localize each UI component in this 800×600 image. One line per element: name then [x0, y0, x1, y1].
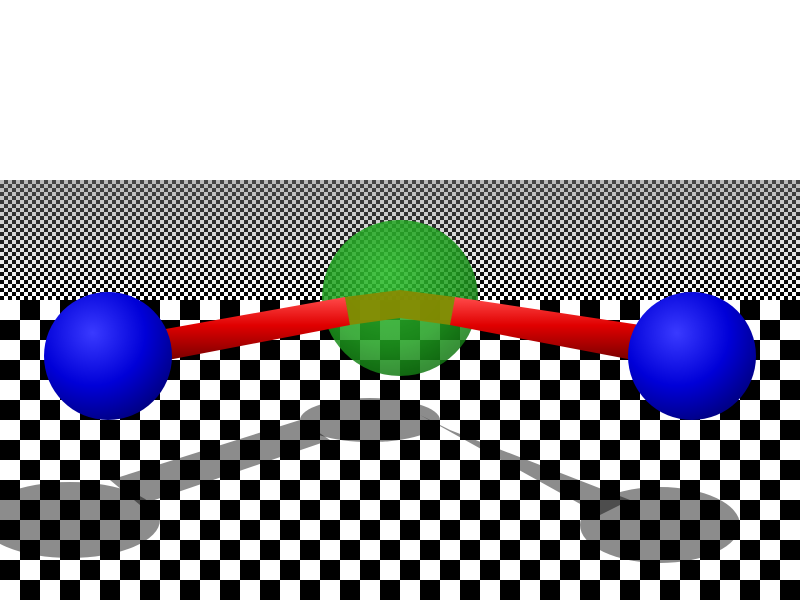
shadow-left-sphere	[0, 482, 160, 558]
sphere-right	[628, 292, 756, 420]
shadow-center-sphere	[300, 398, 440, 442]
shadow-left-bond	[110, 420, 330, 505]
bond-junction	[345, 290, 455, 325]
sphere-left	[44, 292, 172, 420]
background-sky	[0, 0, 800, 180]
bonds	[160, 290, 640, 360]
bond-left	[160, 297, 350, 360]
floor-shadows	[0, 398, 740, 563]
bond-right	[450, 297, 640, 360]
shadow-right-bond	[420, 415, 630, 515]
shadow-right-sphere	[580, 487, 740, 563]
